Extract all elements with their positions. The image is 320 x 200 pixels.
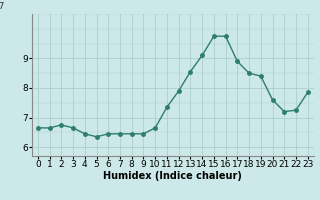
X-axis label: Humidex (Indice chaleur): Humidex (Indice chaleur) xyxy=(103,171,242,181)
Text: 27: 27 xyxy=(0,2,4,11)
